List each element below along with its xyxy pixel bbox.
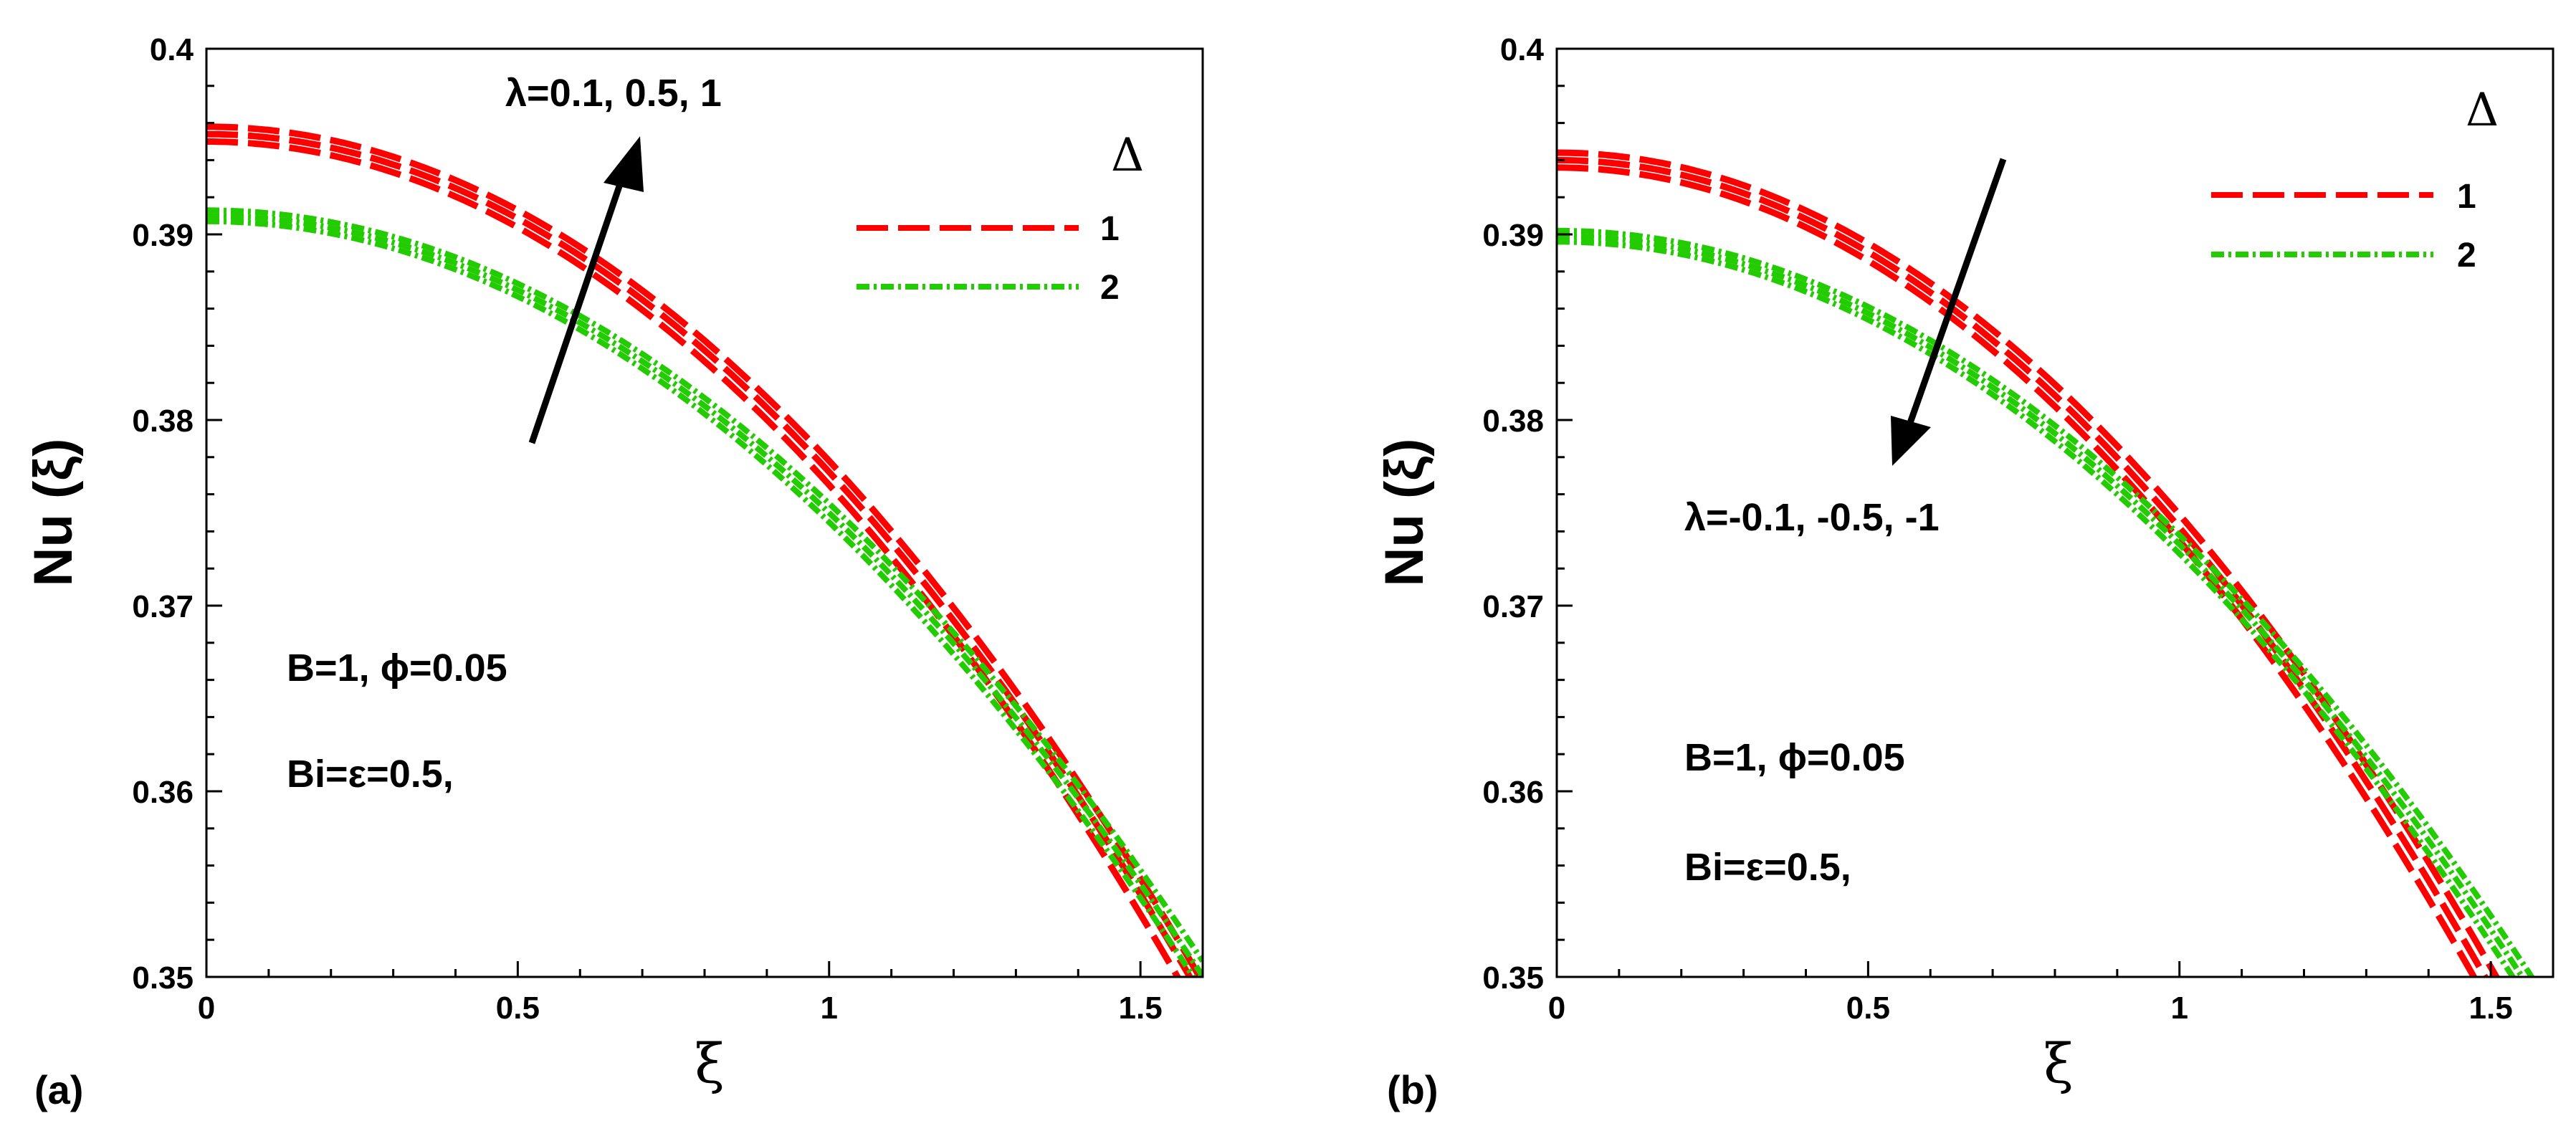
y-axis-title: Nu (ξ) xyxy=(23,439,84,587)
legend-title: Δ xyxy=(2466,84,2499,137)
x-tick-label: 0 xyxy=(1548,991,1565,1026)
params-line-2: Bi=ε=0.5, xyxy=(287,753,454,796)
legend: Δ 1 2 xyxy=(2211,84,2499,275)
y-tick-label: 0.4 xyxy=(1500,32,1545,67)
y-tick-label: 0.39 xyxy=(132,218,194,253)
series-line xyxy=(206,138,1182,977)
y-tick-label: 0.37 xyxy=(1482,589,1544,624)
params-line-2: Bi=ε=0.5, xyxy=(1684,846,1851,889)
arrow-head xyxy=(1891,416,1931,466)
x-tick-label: 0.5 xyxy=(496,991,540,1026)
params-line-1: B=1, ϕ=0.05 xyxy=(287,647,507,690)
y-tick-label: 0.4 xyxy=(150,32,194,67)
plot-frame xyxy=(205,47,1204,978)
series-line xyxy=(206,213,1203,977)
series-line xyxy=(206,218,1197,977)
y-tick-label: 0.37 xyxy=(132,589,194,624)
panel-a: 0 0.5 1 1.5 0.35 0.36 0.37 0.38 0.39 0.4 Nu (ξ) ξ… xyxy=(23,32,1204,1112)
arrow-label: λ=0.1, 0.5, 1 xyxy=(505,72,722,115)
series-line xyxy=(1557,149,2501,977)
y-tick-label: 0.36 xyxy=(132,775,194,810)
series-line xyxy=(206,130,1194,977)
y-tick-label: 0.36 xyxy=(1482,775,1544,810)
legend-label-1: 1 xyxy=(2457,178,2476,216)
series-line xyxy=(206,123,1203,977)
y-tick-label: 0.38 xyxy=(1482,404,1544,439)
panel-label: (b) xyxy=(1387,1067,1439,1112)
y-tick-label: 0.35 xyxy=(132,960,194,996)
series-line xyxy=(1557,156,2489,977)
panel-label: (a) xyxy=(34,1067,83,1112)
arrow-label: λ=-0.1, -0.5, -1 xyxy=(1684,496,1940,539)
series-line xyxy=(206,207,1203,963)
trend-arrow xyxy=(528,176,626,444)
y-tick-label: 0.35 xyxy=(1482,960,1544,996)
y-axis-title: Nu (ξ) xyxy=(1374,439,1435,587)
params-line-1: B=1, ϕ=0.05 xyxy=(1684,736,1905,779)
legend-label-1: 1 xyxy=(1100,210,1120,248)
x-axis-title: ξ xyxy=(695,1031,725,1095)
x-tick-label: 1 xyxy=(2171,991,2188,1026)
y-tick-label: 0.39 xyxy=(1482,218,1544,253)
x-tick-label: 0 xyxy=(198,991,215,1026)
y-tick-label: 0.38 xyxy=(132,404,194,439)
x-tick-label: 1.5 xyxy=(1119,991,1163,1026)
series-line xyxy=(1557,239,2517,977)
x-tick-label: 1.5 xyxy=(2469,991,2513,1026)
legend-label-2: 2 xyxy=(2457,237,2476,275)
legend: Δ 1 2 xyxy=(857,129,1144,307)
series-line xyxy=(1557,233,2526,977)
series-line xyxy=(1557,227,2535,977)
legend-label-2: 2 xyxy=(1100,269,1120,307)
arrow-head xyxy=(604,136,644,192)
legend-title: Δ xyxy=(1111,129,1144,182)
series-line xyxy=(1557,164,2478,977)
x-axis-title: ξ xyxy=(2043,1031,2074,1095)
trend-arrow xyxy=(1907,158,2007,424)
panel-b: 0 0.5 1 1.5 0.35 0.36 0.37 0.38 0.39 0.4 Nu (ξ) ξ… xyxy=(1374,32,2554,1112)
x-tick-label: 0.5 xyxy=(1846,991,1890,1026)
x-tick-label: 1 xyxy=(821,991,838,1026)
